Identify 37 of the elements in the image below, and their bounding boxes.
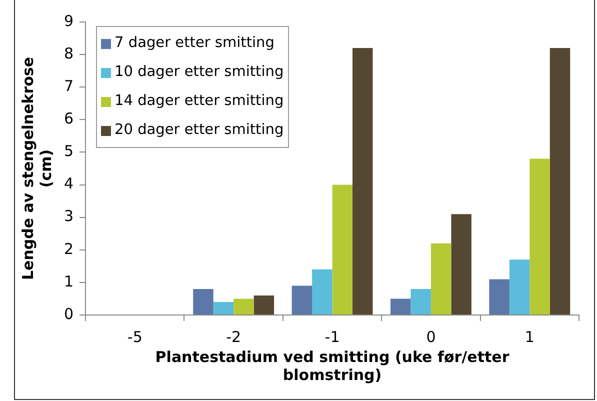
x-axis-title: Plantestadium ved smitting (uke før/etter blomstring) (155, 348, 510, 384)
bar (430, 243, 452, 314)
bar (530, 158, 550, 314)
y-tick-label: 2 (64, 240, 74, 258)
x-tick-label: -1 (324, 328, 340, 346)
y-tick-label: 4 (64, 174, 74, 193)
y-tick-label: 7 (64, 77, 74, 95)
bar (234, 298, 254, 314)
bar (332, 184, 353, 314)
bar (390, 298, 411, 314)
bar (451, 214, 472, 314)
legend-label: 7 dager etter smitting (114, 34, 274, 53)
bar (550, 48, 570, 314)
legend-label: 10 dager etter smitting (114, 63, 284, 82)
bar (489, 279, 510, 314)
y-tick-label: 0 (64, 304, 74, 323)
bar (410, 288, 431, 314)
y-tick-label: 1 (64, 272, 74, 290)
y-tick-label: 6 (64, 110, 74, 128)
x-tick-label: 1 (524, 328, 534, 346)
bar (213, 302, 234, 314)
y-axis-title: Lengde av stengelnekrose (cm) (18, 56, 55, 280)
bar (312, 269, 332, 314)
bar (509, 260, 530, 314)
legend-label: 20 dager etter smitting (114, 121, 284, 140)
y-tick-label: 8 (64, 44, 74, 62)
bar (254, 295, 274, 314)
x-tick-label: -5 (127, 328, 142, 346)
x-tick-label: 0 (426, 328, 436, 346)
bar (352, 48, 373, 314)
y-tick-label: 3 (64, 207, 74, 226)
x-tick-label: -2 (226, 328, 242, 346)
y-tick-label: 5 (64, 142, 74, 160)
legend-label: 14 dager etter smitting (114, 92, 284, 111)
y-tick-label: 9 (64, 12, 74, 30)
bar (193, 288, 214, 314)
bar (292, 286, 312, 314)
